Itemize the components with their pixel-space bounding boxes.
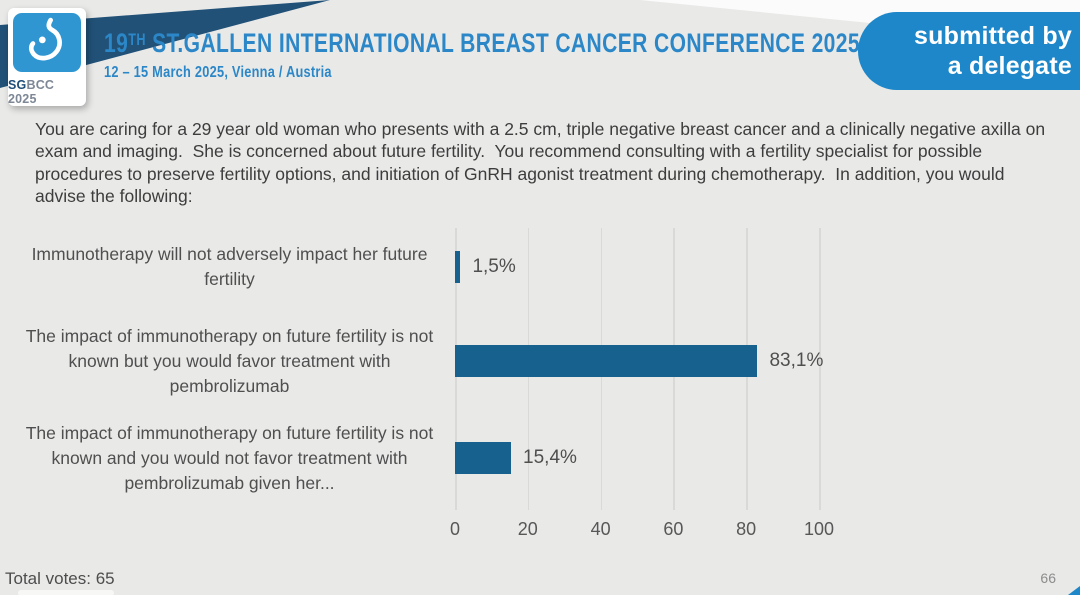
x-tick-20: 20	[517, 519, 538, 539]
x-tick-100: 100	[803, 519, 835, 539]
category-label-1: Immunotherapy will not adversely impact …	[31, 244, 428, 289]
page-number: 66	[1040, 570, 1056, 586]
sgbcc-logo: SGBCC 2025	[8, 8, 86, 106]
logo-caption: SGBCC 2025	[8, 78, 86, 106]
title-ordinal: TH	[128, 31, 146, 49]
x-tick-0: 0	[449, 519, 460, 539]
title-rest: ST.GALLEN INTERNATIONAL BREAST CANCER CO…	[145, 28, 860, 58]
badge-line-1: submitted by	[914, 21, 1072, 50]
submitted-by-badge: submitted by a delegate	[858, 12, 1080, 90]
conference-title: 19TH ST.GALLEN INTERNATIONAL BREAST CANC…	[104, 28, 860, 59]
breast-glyph-icon	[28, 17, 62, 60]
logo-caption-sg: SG	[8, 78, 27, 92]
logo-caption-bcc: BCC 2025	[8, 78, 55, 106]
value-label-2: 83,1%	[769, 350, 824, 371]
x-tick-40: 40	[590, 519, 611, 539]
bar-option-2	[455, 345, 758, 377]
total-votes-underline	[18, 590, 114, 595]
category-label-2: The impact of immunotherapy on future fe…	[25, 325, 434, 396]
sgbcc-logo-icon	[13, 13, 81, 72]
x-tick-60: 60	[663, 519, 684, 539]
total-votes-label: Total votes: 65	[5, 569, 115, 588]
header: 19TH ST.GALLEN INTERNATIONAL BREAST CANC…	[104, 28, 1073, 82]
conference-subtitle: 12 – 15 March 2025, Vienna / Austria	[104, 64, 332, 81]
badge-line-2: a delegate	[947, 52, 1072, 80]
category-label-3: The impact of immunotherapy on future fe…	[25, 422, 434, 493]
corner-accent-decoration	[1068, 586, 1080, 595]
value-label-1: 1,5%	[472, 256, 516, 277]
poll-question-text: You are caring for a 29 year old woman w…	[35, 119, 1050, 207]
title-number: 19	[104, 28, 129, 58]
value-label-3: 15,4%	[523, 447, 577, 468]
x-tick-80: 80	[736, 519, 757, 539]
bar-option-3	[455, 442, 512, 474]
bar-option-1	[455, 251, 461, 283]
gridline-100	[819, 228, 821, 510]
